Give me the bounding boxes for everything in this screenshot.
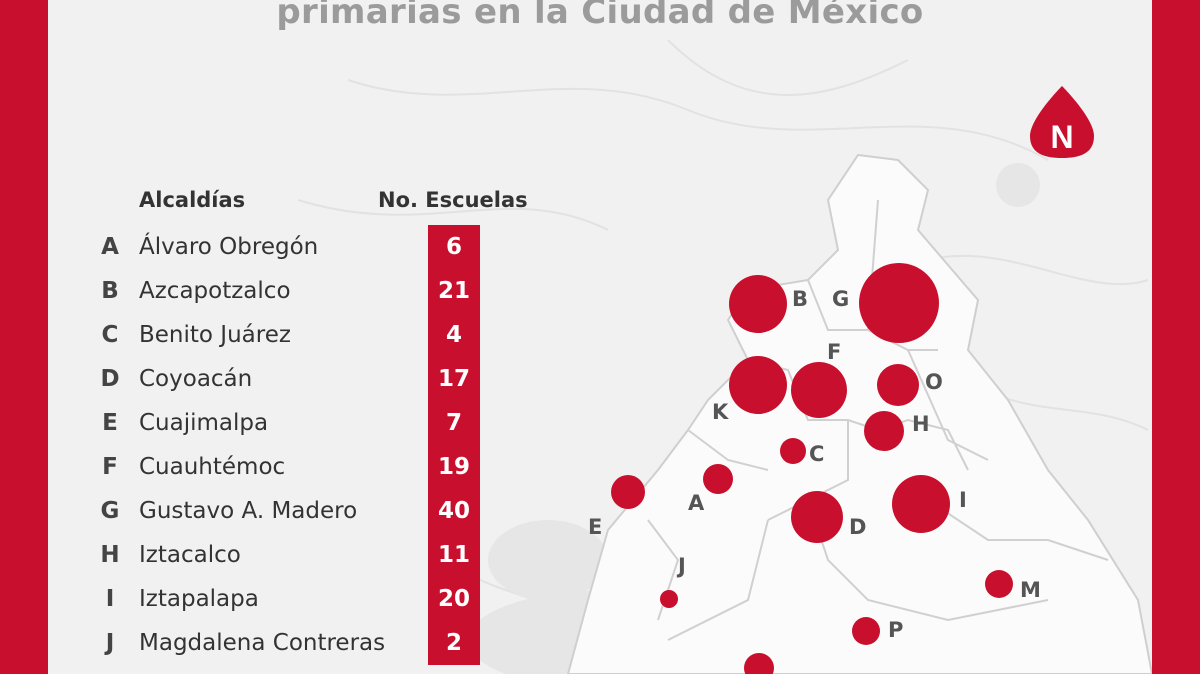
bubble-p <box>852 617 880 645</box>
row-letter: C <box>101 322 119 348</box>
map-label-h: H <box>912 412 930 436</box>
school-bubbles <box>611 263 1013 674</box>
map-label-i: I <box>959 488 967 512</box>
bubble-k <box>729 356 787 414</box>
row-count: 11 <box>428 533 480 577</box>
row-name: Iztapalapa <box>139 586 259 612</box>
north-label: N <box>1050 119 1073 155</box>
header-no-escuelas: No. Escuelas <box>378 188 528 212</box>
bubble-o <box>877 364 919 406</box>
row-letter: A <box>101 234 119 260</box>
city-outline <box>566 153 1152 674</box>
row-name: Azcapotzalco <box>139 278 291 304</box>
bubble-h <box>864 411 904 451</box>
row-letter: E <box>102 410 118 436</box>
north-marker: N <box>1030 86 1094 158</box>
row-letter: I <box>105 586 115 612</box>
infographic-panel: N primarias en la Ciudad de <box>48 0 1152 674</box>
map-label-m: M <box>1020 578 1041 602</box>
row-count: 40 <box>428 489 480 533</box>
row-count: 21 <box>428 269 480 313</box>
bubble-i <box>892 475 950 533</box>
bubble-g <box>859 263 939 343</box>
row-letter: B <box>101 278 119 304</box>
map-label-g: G <box>832 287 850 311</box>
map-label-o: O <box>925 370 943 394</box>
map-label-a: A <box>688 491 705 515</box>
row-count: 7 <box>428 401 480 445</box>
page-title: primarias en la Ciudad de México <box>276 0 924 32</box>
bubble-c <box>780 438 806 464</box>
row-count: 2 <box>428 621 480 665</box>
row-letter: D <box>100 366 120 392</box>
row-name: Magdalena Contreras <box>139 630 386 656</box>
row-name: Benito Juárez <box>139 322 291 348</box>
bubble-b <box>729 275 787 333</box>
row-count: 19 <box>428 445 480 489</box>
map-label-c: C <box>809 442 825 466</box>
row-letter: F <box>102 454 118 480</box>
header-alcaldias: Alcaldías <box>139 188 246 212</box>
row-name: Álvaro Obregón <box>139 234 319 260</box>
bubble-j <box>660 590 678 608</box>
row-count: 17 <box>428 357 480 401</box>
bubble-n <box>744 653 774 674</box>
row-letter: H <box>100 542 120 568</box>
row-count: 6 <box>428 225 480 269</box>
map-label-k: K <box>712 400 729 424</box>
map-label-j: J <box>678 554 686 578</box>
row-letter: G <box>100 498 120 524</box>
bubble-a <box>703 464 733 494</box>
map-label-p: P <box>888 618 904 642</box>
map-label-e: E <box>588 515 603 539</box>
bubble-e <box>611 475 645 509</box>
row-name: Gustavo A. Madero <box>139 498 358 524</box>
bubble-m <box>985 570 1013 598</box>
row-count: 20 <box>428 577 480 621</box>
row-name: Cuajimalpa <box>139 410 269 436</box>
cdmx-map: N <box>297 39 1152 674</box>
bubble-f <box>791 362 847 418</box>
row-name: Iztacalco <box>139 542 241 568</box>
row-name: Cuauhtémoc <box>139 454 286 480</box>
row-letter: J <box>105 630 115 656</box>
map-label-f: F <box>827 340 842 364</box>
map-label-b: B <box>792 287 809 311</box>
row-name: Coyoacán <box>139 366 253 392</box>
row-count: 4 <box>428 313 480 357</box>
map-label-d: D <box>849 515 867 539</box>
bubble-d <box>791 491 843 543</box>
